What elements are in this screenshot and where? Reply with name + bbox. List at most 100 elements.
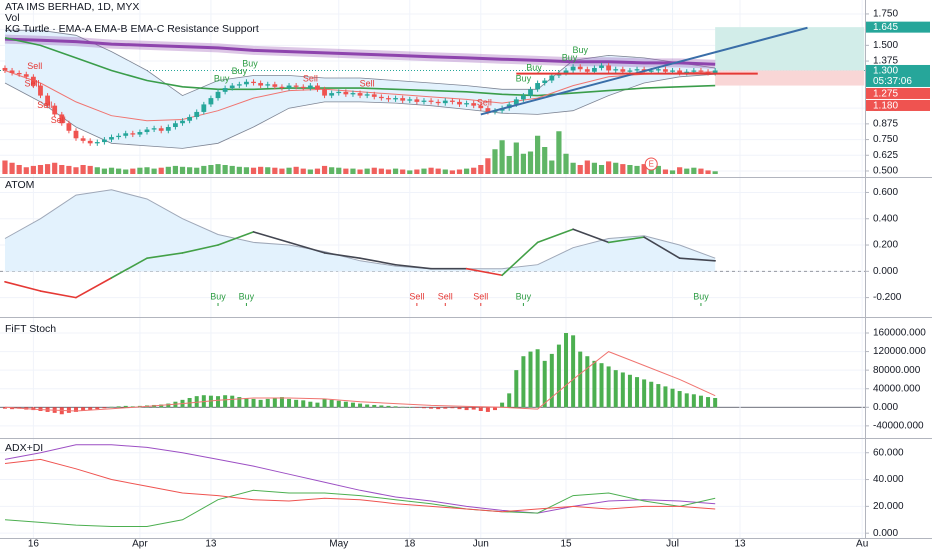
volume-bar — [634, 165, 640, 174]
volume-bar — [520, 153, 527, 174]
histogram-bar — [272, 398, 277, 408]
histogram-bar — [670, 388, 675, 408]
y-tick-label: 1.375 — [873, 56, 898, 67]
histogram-bar — [116, 406, 121, 408]
histogram-bar — [436, 407, 441, 410]
volume-bar — [691, 167, 697, 174]
volume-bar — [9, 162, 15, 174]
volume-bar — [556, 131, 562, 174]
candle-body — [244, 81, 249, 85]
candle-body — [712, 70, 718, 73]
volume-bar — [307, 169, 313, 174]
candle-body — [30, 76, 36, 86]
volume-bar — [158, 167, 164, 174]
volume-bar — [329, 167, 335, 174]
candle-body — [201, 104, 207, 112]
candle-body — [315, 85, 320, 90]
volume-bar — [59, 165, 65, 174]
histogram-bar — [464, 407, 469, 411]
x-tick-label: 18 — [404, 539, 416, 550]
histogram-bar — [478, 407, 483, 411]
histogram-bar — [322, 398, 327, 408]
volume-bar — [613, 162, 619, 174]
candle-body — [130, 133, 136, 135]
volume-bar — [684, 168, 690, 174]
candle-body — [449, 100, 455, 102]
line-segment — [572, 228, 610, 244]
line-segment — [536, 228, 574, 244]
histogram-bar — [429, 407, 434, 409]
signal-label: Sell — [438, 291, 453, 301]
y-tick-label: 0.750 — [873, 134, 898, 145]
candle-body — [101, 139, 107, 143]
position-profit — [715, 27, 865, 71]
y-tick-label: 1.750 — [873, 9, 898, 20]
candle-body — [80, 138, 86, 141]
candle-body — [393, 98, 398, 100]
histogram-bar — [386, 405, 391, 408]
candle-body — [428, 100, 434, 102]
candle-body — [286, 85, 292, 89]
countdown: 05:37:06 — [873, 76, 912, 87]
volume-bar — [591, 162, 598, 174]
volume-bar — [400, 169, 406, 174]
candle-body — [634, 69, 640, 71]
signal-label: Sell — [24, 79, 39, 89]
candle-body — [151, 128, 157, 130]
candle-body — [521, 95, 526, 100]
volume-bar — [30, 165, 36, 174]
candle-body — [236, 84, 242, 86]
volume-bar — [151, 168, 157, 174]
histogram-bar — [258, 399, 263, 408]
volume-bar — [662, 169, 669, 174]
x-tick-label: 13 — [734, 539, 746, 550]
candle-body — [187, 116, 193, 121]
histogram-bar — [457, 407, 462, 410]
histogram-bar — [365, 404, 370, 408]
price-label: 1.180 — [873, 100, 898, 111]
signal-label: Buy — [242, 59, 258, 69]
band-lower — [4, 73, 716, 149]
y-tick-label: 0.000 — [873, 528, 898, 539]
signal-label: Buy — [693, 291, 709, 301]
candle-body — [137, 132, 143, 135]
candle-body — [670, 70, 675, 72]
candle-body — [52, 105, 58, 115]
histogram-bar — [102, 407, 107, 409]
histogram-bar — [443, 407, 448, 409]
volume-bar — [265, 167, 271, 174]
candle-body — [386, 98, 391, 100]
candle-body — [300, 86, 306, 89]
volume-bar — [201, 165, 207, 174]
volume-bar — [442, 169, 448, 174]
line-segment — [75, 277, 113, 299]
x-tick-label: 16 — [28, 539, 40, 550]
volume-bar — [527, 151, 534, 174]
volume-bar — [371, 167, 377, 174]
volume-bar — [506, 156, 512, 174]
histogram-bar — [627, 374, 632, 408]
volume-bar — [222, 165, 228, 174]
volume-bar — [563, 153, 569, 174]
y-tick-label: 40.000 — [873, 474, 904, 485]
signal-label: Sell — [37, 100, 52, 110]
histogram-bar — [556, 344, 561, 408]
volume-bar — [385, 169, 392, 174]
volume-bar — [620, 164, 626, 174]
price-label-box — [866, 87, 930, 99]
volume-bar — [314, 168, 321, 174]
histogram-bar — [393, 406, 398, 408]
histogram-bar — [95, 407, 100, 410]
y-tick-label: 20.000 — [873, 501, 904, 512]
histogram-bar — [599, 363, 604, 408]
signal-label: Sell — [477, 98, 492, 108]
x-tick-label: 15 — [560, 539, 572, 550]
candle-body — [570, 66, 576, 71]
candle-body — [329, 93, 335, 96]
event-label: E — [649, 160, 654, 169]
volume-bar — [321, 165, 328, 174]
candle-body — [9, 70, 15, 73]
volume-bar — [94, 167, 100, 174]
volume-bar — [336, 167, 342, 174]
histogram-bar — [216, 396, 221, 408]
